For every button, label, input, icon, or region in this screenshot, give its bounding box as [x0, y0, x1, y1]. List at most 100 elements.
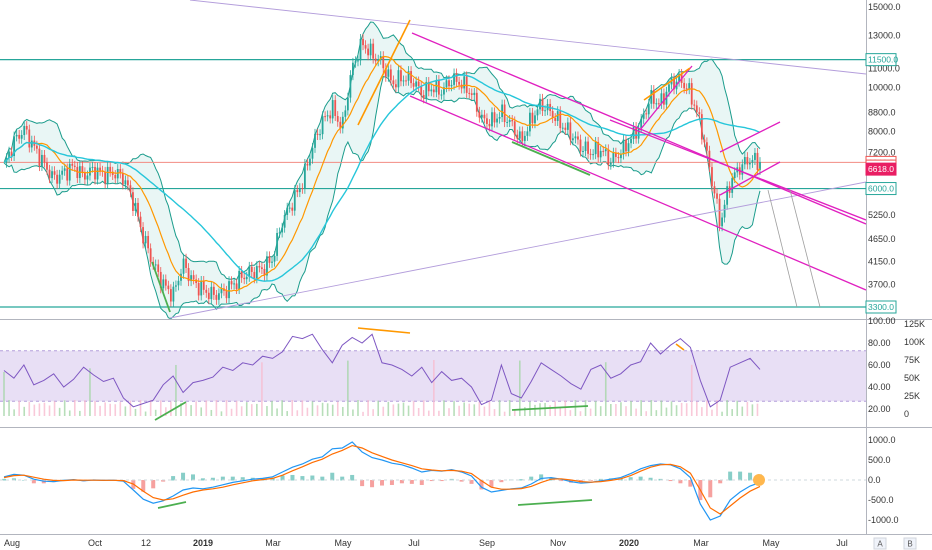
- volume-bar: [412, 401, 415, 416]
- candle-body: [218, 293, 220, 300]
- volume-bar: [220, 411, 223, 416]
- candle-body: [582, 150, 584, 152]
- volume-bar: [539, 403, 541, 416]
- candle-body: [349, 75, 352, 98]
- macd-histogram-bar: [738, 471, 743, 481]
- candle-body: [607, 149, 610, 165]
- macd-histogram-bar: [350, 474, 355, 481]
- candle-body: [556, 111, 559, 121]
- volume-bar: [175, 364, 177, 416]
- candle-body: [71, 163, 74, 166]
- channel-mid-line: [609, 119, 866, 221]
- candle-body: [281, 227, 284, 233]
- candle-body: [298, 188, 301, 193]
- candle-body: [63, 168, 66, 171]
- candle-body: [468, 92, 471, 94]
- projection-line: [789, 189, 821, 308]
- x-axis-tick-label: 2019: [193, 538, 213, 548]
- macd-axis-tick-label: 0.0: [868, 475, 881, 485]
- macd-histogram-bar: [618, 478, 623, 481]
- candle-body: [405, 80, 407, 82]
- volume-bar: [321, 402, 324, 416]
- price-axis-tick-label: 5250.0: [868, 210, 896, 220]
- macd-histogram-bar: [648, 477, 653, 481]
- volume-bar: [316, 405, 319, 416]
- macd-histogram-bar: [220, 476, 225, 481]
- volume-bar: [458, 405, 460, 416]
- volume-bar: [665, 407, 668, 416]
- volume-bar: [149, 400, 152, 416]
- macd-histogram-bar: [499, 480, 504, 483]
- candle-body: [657, 103, 660, 105]
- candle-body: [35, 145, 38, 149]
- scale-button-a[interactable]: [873, 537, 887, 550]
- candle-body: [374, 58, 377, 62]
- candle-body: [111, 171, 114, 175]
- candle-body: [86, 175, 89, 180]
- candle-body: [382, 56, 385, 69]
- price-badge-label: 11500.0: [868, 55, 898, 65]
- volume-bar: [104, 402, 106, 416]
- candle-body: [278, 232, 281, 234]
- green-divergence-line: [517, 499, 593, 506]
- volume-bar: [422, 400, 425, 416]
- candle-body: [554, 118, 557, 121]
- candle-body: [172, 286, 175, 302]
- candle-body: [407, 71, 410, 81]
- macd-histogram-bar: [638, 476, 643, 481]
- candle-body: [523, 135, 526, 141]
- volume-bar: [271, 400, 273, 416]
- candle-body: [303, 163, 306, 189]
- rsi-axis-tick-label: 60.00: [868, 360, 891, 370]
- candle-body: [673, 78, 675, 90]
- candle-body: [478, 111, 481, 118]
- scale-button-label: A: [877, 540, 883, 549]
- candle-body: [612, 152, 615, 163]
- volume-bar: [68, 410, 71, 416]
- volume-bar: [756, 403, 759, 416]
- volume-bar: [99, 405, 101, 416]
- candle-body: [584, 141, 587, 151]
- volume-bar: [372, 409, 374, 416]
- volume-bar: [604, 362, 607, 416]
- macd-histogram-bar: [11, 478, 16, 481]
- candle-body: [200, 280, 203, 296]
- candle-body: [465, 76, 468, 93]
- scale-button-b[interactable]: [903, 537, 917, 550]
- candle-body: [263, 268, 266, 276]
- candle-body: [569, 122, 572, 141]
- candle-body: [25, 125, 28, 130]
- candle-body: [650, 89, 653, 104]
- candle-body: [144, 235, 147, 244]
- candle-body: [46, 162, 48, 170]
- volume-bar: [498, 400, 501, 416]
- volume-bar: [306, 407, 309, 416]
- rsi-band: [0, 350, 866, 402]
- candle-body: [238, 270, 241, 290]
- candle-body: [245, 276, 248, 280]
- volume-bar: [250, 404, 253, 416]
- volume-bar: [94, 401, 96, 416]
- volume-bar: [73, 400, 76, 416]
- candle-body: [389, 69, 392, 81]
- volume-bar: [256, 403, 258, 416]
- candle-body: [668, 84, 670, 92]
- volume-bar: [195, 401, 197, 416]
- volume-bar: [463, 402, 465, 416]
- volume-bar: [443, 400, 445, 416]
- candle-body: [346, 97, 349, 111]
- volume-bar: [367, 400, 369, 416]
- volume-bar: [594, 400, 597, 416]
- volume-bar: [534, 404, 536, 416]
- volume-bar: [569, 410, 572, 416]
- candle-body: [210, 286, 213, 300]
- candle-body: [51, 171, 53, 179]
- x-axis-tick-label: Nov: [550, 538, 567, 548]
- candle-body: [711, 167, 713, 187]
- candle-body: [475, 92, 478, 112]
- macd-histogram-bar: [380, 480, 384, 486]
- candle-body: [109, 166, 112, 172]
- price-badge: [865, 182, 897, 196]
- candle-body: [498, 117, 501, 119]
- candle-body: [104, 171, 107, 184]
